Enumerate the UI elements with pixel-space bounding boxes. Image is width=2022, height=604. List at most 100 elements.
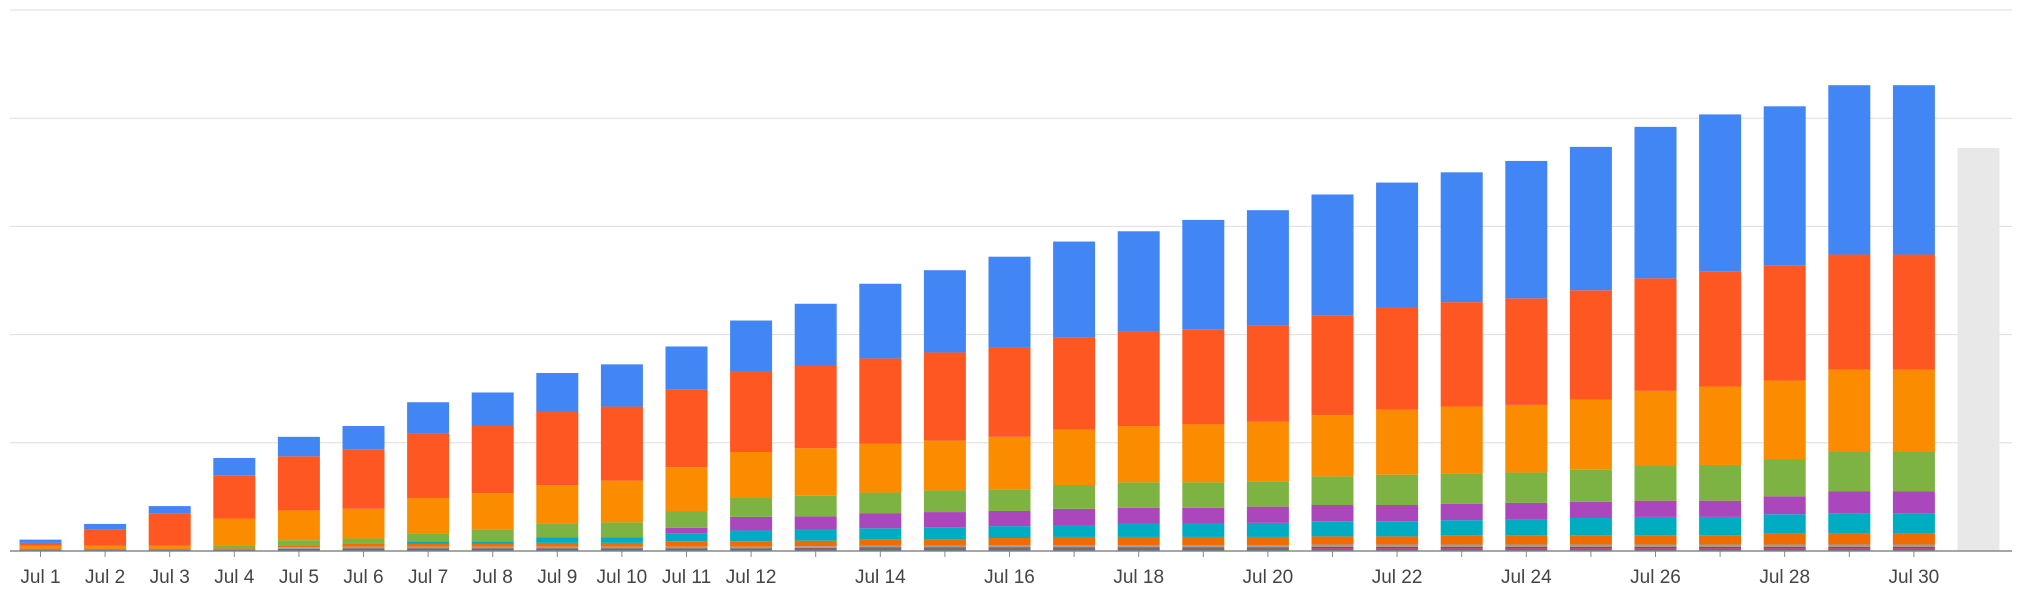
bar-segment-jul-18-s2[interactable] <box>1117 547 1160 549</box>
bar-segment-jul-26-s6[interactable] <box>1634 500 1677 517</box>
bar-segment-jul-25-s6[interactable] <box>1569 501 1612 518</box>
bar-segment-jul-16-s1[interactable] <box>988 548 1031 550</box>
bar-segment-jul-11-s4[interactable] <box>665 541 708 547</box>
bar-segment-jul-24-s0[interactable] <box>1505 549 1548 551</box>
bar-segment-jul-9-s4[interactable] <box>536 542 579 547</box>
bar-segment-jul-8-s10[interactable] <box>471 392 514 426</box>
bar-segment-jul-15-s8[interactable] <box>923 440 966 491</box>
bar-segment-jul-25-s10[interactable] <box>1569 146 1612 291</box>
bar-segment-jul-19-s10[interactable] <box>1182 219 1225 330</box>
bar-segment-jul-15-s5[interactable] <box>923 527 966 540</box>
bar-segment-jul-18-s7[interactable] <box>1117 482 1160 508</box>
bar-segment-jul-17-s7[interactable] <box>1053 484 1096 509</box>
bar-segment-jul-7-s0[interactable] <box>407 549 450 551</box>
bar-segment-jul-29-s3[interactable] <box>1828 544 1871 547</box>
bar-segment-jul-1-s8[interactable] <box>19 545 62 549</box>
bar-segment-jul-12-s7[interactable] <box>730 497 773 517</box>
bar-segment-jul-28-s6[interactable] <box>1763 496 1806 515</box>
bar-segment-jul-24-s5[interactable] <box>1505 519 1548 536</box>
bar-segment-jul-25-s1[interactable] <box>1569 548 1612 550</box>
bar-segment-jul-23-s6[interactable] <box>1440 503 1483 521</box>
bar-segment-jul-6-s4[interactable] <box>342 543 385 547</box>
bar-segment-jul-28-s2[interactable] <box>1763 546 1806 549</box>
bar-segment-jul-29-s10[interactable] <box>1828 85 1871 255</box>
bar-segment-jul-22-s3[interactable] <box>1376 544 1419 547</box>
bar-segment-jul-18-s8[interactable] <box>1117 426 1160 483</box>
bar-segment-jul-27-s6[interactable] <box>1699 500 1742 517</box>
bar-segment-jul-23-s4[interactable] <box>1440 535 1483 545</box>
bar-segment-jul-11-s6[interactable] <box>665 527 708 534</box>
bar-segment-jul-24-s9[interactable] <box>1505 298 1548 405</box>
bar-segment-jul-23-s0[interactable] <box>1440 549 1483 551</box>
bar-segment-jul-22-s0[interactable] <box>1376 549 1419 551</box>
bar-segment-jul-5-s4[interactable] <box>277 545 320 548</box>
bar-segment-jul-6-s8[interactable] <box>342 508 385 539</box>
bar-segment-jul-13-s3[interactable] <box>794 546 837 548</box>
bar-segment-jul-9-s8[interactable] <box>536 484 579 524</box>
bar-segment-jul-1-s4[interactable] <box>19 548 62 550</box>
bar-segment-jul-28-s8[interactable] <box>1763 380 1806 460</box>
bar-segment-jul-8-s0[interactable] <box>471 549 514 551</box>
bar-segment-jul-24-s2[interactable] <box>1505 546 1548 549</box>
bar-segment-jul-21-s3[interactable] <box>1311 544 1354 547</box>
bar-segment-jul-4-s7[interactable] <box>213 545 256 549</box>
bar-segment-jul-15-s3[interactable] <box>923 545 966 548</box>
projected-bar[interactable] <box>1957 147 2000 551</box>
bar-segment-jul-27-s8[interactable] <box>1699 386 1742 465</box>
bar-segment-jul-15-s1[interactable] <box>923 548 966 550</box>
bar-segment-jul-29-s9[interactable] <box>1828 254 1871 370</box>
bar-segment-jul-30-s5[interactable] <box>1892 513 1935 534</box>
bar-segment-jul-27-s3[interactable] <box>1699 544 1742 547</box>
bar-segment-jul-4-s8[interactable] <box>213 518 256 546</box>
bar-segment-jul-25-s8[interactable] <box>1569 399 1612 470</box>
bar-segment-jul-12-s5[interactable] <box>730 530 773 542</box>
bar-segment-jul-28-s4[interactable] <box>1763 533 1806 545</box>
bar-segment-jul-17-s2[interactable] <box>1053 547 1096 549</box>
bar-segment-jul-22-s4[interactable] <box>1376 536 1419 545</box>
bar-segment-jul-14-s10[interactable] <box>859 283 902 359</box>
bar-segment-jul-30-s0[interactable] <box>1892 549 1935 551</box>
bar-segment-jul-29-s5[interactable] <box>1828 513 1871 534</box>
bar-segment-jul-19-s8[interactable] <box>1182 424 1225 483</box>
bar-segment-jul-20-s8[interactable] <box>1246 421 1289 482</box>
bar-segment-jul-14-s0[interactable] <box>859 549 902 551</box>
bar-segment-jul-20-s10[interactable] <box>1246 210 1289 326</box>
bar-segment-jul-9-s0[interactable] <box>536 549 579 551</box>
bar-segment-jul-20-s2[interactable] <box>1246 547 1289 549</box>
bar-segment-jul-23-s5[interactable] <box>1440 520 1483 536</box>
bar-segment-jul-16-s0[interactable] <box>988 549 1031 551</box>
bar-segment-jul-11-s9[interactable] <box>665 389 708 468</box>
bar-segment-jul-14-s8[interactable] <box>859 443 902 493</box>
bar-segment-jul-27-s2[interactable] <box>1699 546 1742 549</box>
bar-segment-jul-8-s3[interactable] <box>471 546 514 549</box>
bar-segment-jul-22-s2[interactable] <box>1376 546 1419 549</box>
bar-segment-jul-16-s2[interactable] <box>988 547 1031 549</box>
bar-segment-jul-8-s4[interactable] <box>471 543 514 547</box>
bar-segment-jul-20-s1[interactable] <box>1246 548 1289 550</box>
bar-segment-jul-2-s10[interactable] <box>84 523 127 530</box>
bar-segment-jul-17-s6[interactable] <box>1053 508 1096 526</box>
bar-segment-jul-10-s4[interactable] <box>600 542 643 547</box>
bar-segment-jul-7-s7[interactable] <box>407 533 450 542</box>
bar-segment-jul-28-s1[interactable] <box>1763 548 1806 550</box>
bar-segment-jul-14-s3[interactable] <box>859 545 902 548</box>
bar-segment-jul-17-s4[interactable] <box>1053 536 1096 546</box>
bar-segment-jul-8-s9[interactable] <box>471 425 514 494</box>
bar-segment-jul-18-s0[interactable] <box>1117 549 1160 551</box>
bar-segment-jul-26-s3[interactable] <box>1634 544 1677 547</box>
bar-segment-jul-29-s0[interactable] <box>1828 549 1871 551</box>
bar-segment-jul-13-s5[interactable] <box>794 529 837 541</box>
bar-segment-jul-26-s8[interactable] <box>1634 390 1677 466</box>
bar-segment-jul-9-s10[interactable] <box>536 373 579 412</box>
bar-segment-jul-15-s10[interactable] <box>923 270 966 353</box>
bar-segment-jul-20-s4[interactable] <box>1246 536 1289 546</box>
bar-segment-jul-14-s4[interactable] <box>859 539 902 546</box>
bar-segment-jul-10-s10[interactable] <box>600 364 643 407</box>
bar-segment-jul-10-s9[interactable] <box>600 406 643 481</box>
bar-segment-jul-7-s4[interactable] <box>407 543 450 547</box>
bar-segment-jul-30-s1[interactable] <box>1892 548 1935 550</box>
bar-segment-jul-5-s8[interactable] <box>277 510 320 541</box>
bar-segment-jul-17-s0[interactable] <box>1053 549 1096 551</box>
bar-segment-jul-13-s0[interactable] <box>794 549 837 551</box>
bar-segment-jul-5-s10[interactable] <box>277 436 320 457</box>
